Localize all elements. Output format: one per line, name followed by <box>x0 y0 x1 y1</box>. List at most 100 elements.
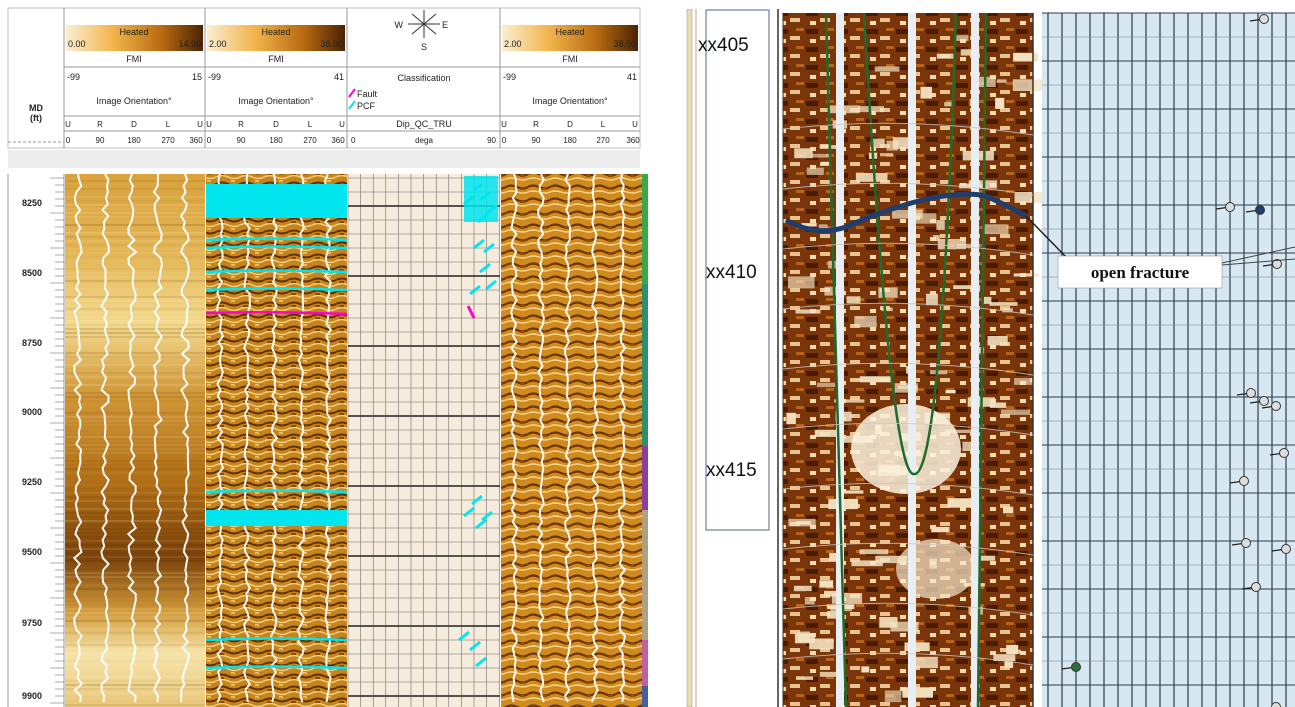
dip-tadpole <box>1271 702 1281 707</box>
bedding-sine <box>782 652 1034 666</box>
track2-tool: FMI <box>268 54 284 64</box>
dip-tadpole <box>1269 448 1289 458</box>
pcf-fracture-line <box>205 245 348 250</box>
pcf-tadpole <box>479 262 491 274</box>
fault-legend-label: Fault <box>357 89 378 99</box>
orientation-curve <box>510 173 519 703</box>
track1-colorbar-max: 14.90 <box>178 39 201 49</box>
dip-scale-min: 0 <box>351 136 356 145</box>
depth-header-md: MD <box>29 103 43 113</box>
track1-orient-title: Image Orientation° <box>96 96 172 106</box>
compass-east: E <box>442 20 448 30</box>
track4-dir-1: R <box>533 120 539 129</box>
track2-deg-4: 360 <box>331 136 345 145</box>
depth-label-9500: 9500 <box>22 547 42 557</box>
track1-tool: FMI <box>126 54 142 64</box>
fault-legend-icon <box>348 88 356 98</box>
bedding-sine <box>782 242 1034 256</box>
zone-color-strip <box>642 174 648 707</box>
orientation-curve <box>152 173 164 703</box>
depth-label-xx410: xx410 <box>706 262 757 283</box>
track4-tool: FMI <box>562 54 578 64</box>
track1-header: Heated 0.00 14.90 FMI -99 15 Image Orien… <box>65 25 203 145</box>
dip-tadpole <box>1231 538 1251 548</box>
annotation-leader <box>1221 246 1295 266</box>
bedding-sine <box>782 182 1034 196</box>
pcf-tadpole-cluster <box>464 176 498 222</box>
orientation-curve <box>100 173 110 703</box>
depth-label-9250: 9250 <box>22 477 42 487</box>
track1-dir-0: U <box>65 120 71 129</box>
track4-dir-4: U <box>632 120 638 129</box>
track2-colorbar <box>207 25 345 51</box>
bedding-sine <box>782 602 1034 616</box>
compass-west: W <box>395 20 404 30</box>
compass-south: S <box>421 42 427 52</box>
track4-colorbar-title: Heated <box>555 27 584 37</box>
depth-label-9900: 9900 <box>22 691 42 701</box>
depth-label-8750: 8750 <box>22 338 42 348</box>
depth-label-xx415: xx415 <box>706 460 757 481</box>
track2-image <box>205 173 348 707</box>
dip-tadpole <box>1261 401 1281 411</box>
orientation-curve <box>323 173 333 703</box>
dip-tadpole <box>1262 259 1282 269</box>
dip-tadpole <box>1236 388 1256 398</box>
bedding-sine <box>782 302 1034 316</box>
orientation-curve <box>126 173 138 703</box>
classification-title: Classification <box>397 73 450 83</box>
track1-colorbar-title: Heated <box>119 27 148 37</box>
track1-dir-3: L <box>166 120 171 129</box>
track1-deg-2: 180 <box>127 136 141 145</box>
track2-header: Heated 2.00 38.00 FMI -99 41 Image Orien… <box>206 25 345 145</box>
pcf-tadpole <box>469 284 481 296</box>
track2-dir-2: D <box>273 120 279 129</box>
track4-deg-0: 0 <box>502 136 507 145</box>
pcf-fracture-zone <box>206 184 347 218</box>
track4-header: Heated 2.00 38.00 FMI -99 41 Image Orien… <box>501 25 640 145</box>
fmi-log-panel: MD (ft) Heated 0.00 14.90 FMI -99 15 Ima… <box>7 7 648 707</box>
orientation-curve <box>591 173 600 703</box>
bedding-sine <box>782 542 1034 556</box>
pcf-fracture-line <box>205 237 348 242</box>
pcf-fracture-line <box>205 489 348 494</box>
track4-deg-2: 180 <box>563 136 577 145</box>
track3-dip-grid <box>347 174 500 707</box>
pcf-fracture-line <box>205 269 348 274</box>
pcf-tadpole <box>469 640 481 652</box>
track4-image <box>501 173 642 707</box>
track4-deg-4: 360 <box>626 136 640 145</box>
pcf-tadpole <box>471 494 483 506</box>
track4-dir-0: U <box>501 120 507 129</box>
pcf-tadpole <box>481 510 493 522</box>
depth-label-9000: 9000 <box>22 407 42 417</box>
pcf-legend-icon <box>348 100 356 110</box>
pcf-fracture-zone <box>206 510 347 526</box>
pcf-fracture-line <box>205 665 348 670</box>
track1-deg-1: 90 <box>96 136 105 145</box>
track2-orient-min: -99 <box>208 72 221 82</box>
borehole-image <box>782 12 1046 707</box>
depth-header-unit: (ft) <box>30 113 42 123</box>
track1-colorbar <box>66 25 203 51</box>
orientation-curve <box>269 173 279 703</box>
pcf-tadpole <box>473 238 485 250</box>
pcf-tadpole <box>483 242 495 254</box>
track4-dir-2: D <box>567 120 573 129</box>
pcf-tadpole <box>463 506 475 518</box>
depth-track: 8250 8500 8750 9000 9250 9500 9750 9900 <box>7 174 65 707</box>
pcf-fracture-line <box>205 637 348 642</box>
fault-line <box>205 310 348 316</box>
pcf-tadpole <box>475 518 487 530</box>
open-fracture-log-panel: xx405 xx410 xx415 open fracture <box>686 9 1295 707</box>
pad-gap <box>971 13 979 707</box>
track4-deg-3: 270 <box>596 136 610 145</box>
pcf-tadpole <box>485 279 497 291</box>
track1-deg-4: 360 <box>189 136 203 145</box>
track4-orient-title: Image Orientation° <box>532 96 608 106</box>
pcf-fracture-line <box>205 287 348 292</box>
track2-orient-title: Image Orientation° <box>238 96 314 106</box>
dip-tadpole <box>1271 544 1291 554</box>
depth-label-8250: 8250 <box>22 198 42 208</box>
depth-label-xx405: xx405 <box>698 35 749 56</box>
